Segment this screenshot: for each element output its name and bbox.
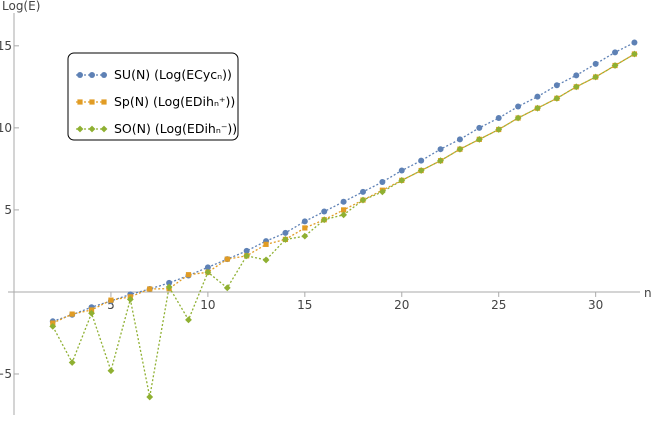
y-tick-label: −5 bbox=[0, 367, 12, 381]
marker bbox=[514, 114, 522, 122]
marker bbox=[631, 39, 638, 46]
marker bbox=[101, 72, 107, 78]
legend-label: Sp(N) (Log(EDihₙ⁺)) bbox=[114, 94, 235, 109]
marker bbox=[77, 72, 83, 78]
marker bbox=[631, 50, 638, 58]
marker bbox=[262, 256, 270, 264]
marker bbox=[147, 286, 153, 292]
marker bbox=[573, 72, 580, 79]
marker bbox=[359, 188, 366, 195]
x-axis-label: n bbox=[644, 286, 652, 300]
marker bbox=[101, 99, 107, 105]
legend: SU(N) (Log(ECycₙ)) Sp(N) (Log(EDihₙ⁺)) SO(… bbox=[67, 52, 239, 141]
marker bbox=[437, 146, 444, 153]
marker bbox=[495, 115, 502, 122]
marker bbox=[185, 316, 192, 324]
y-tick-label: 10 bbox=[0, 121, 12, 135]
x-tick-label: 30 bbox=[588, 298, 603, 312]
marker bbox=[398, 176, 406, 184]
marker bbox=[89, 72, 95, 78]
marker bbox=[495, 126, 503, 133]
marker bbox=[359, 196, 367, 204]
marker bbox=[49, 322, 57, 330]
marker bbox=[302, 225, 308, 231]
marker bbox=[553, 82, 560, 89]
marker bbox=[68, 359, 76, 366]
marker bbox=[572, 83, 580, 91]
marker bbox=[69, 311, 75, 317]
marker bbox=[612, 49, 619, 56]
x-tick-label: 10 bbox=[200, 298, 215, 312]
marker bbox=[126, 295, 134, 303]
marker bbox=[100, 125, 108, 133]
legend-label: SU(N) (Log(ECycₙ)) bbox=[114, 67, 232, 82]
marker bbox=[340, 211, 348, 219]
marker bbox=[89, 99, 95, 105]
marker bbox=[417, 167, 425, 174]
y-tick-label: 15 bbox=[0, 39, 12, 53]
x-tick-label: 15 bbox=[297, 298, 312, 312]
marker bbox=[515, 103, 522, 110]
marker bbox=[475, 135, 483, 143]
x-tick-label: 25 bbox=[491, 298, 506, 312]
marker bbox=[379, 179, 386, 186]
marker bbox=[321, 208, 328, 215]
marker bbox=[340, 198, 347, 205]
marker bbox=[204, 264, 211, 271]
marker bbox=[223, 284, 231, 292]
marker bbox=[263, 241, 269, 247]
marker bbox=[592, 73, 600, 81]
marker bbox=[243, 247, 250, 254]
marker bbox=[301, 218, 308, 225]
legend-label: SO(N) (Log(EDihₙ⁻)) bbox=[114, 121, 237, 136]
legend-box bbox=[67, 52, 239, 141]
marker bbox=[146, 393, 154, 401]
marker bbox=[553, 94, 561, 102]
marker bbox=[320, 216, 328, 224]
y-axis-label: Log(E) bbox=[2, 0, 40, 13]
marker bbox=[341, 207, 347, 213]
marker bbox=[456, 136, 463, 143]
marker bbox=[398, 167, 405, 174]
marker bbox=[301, 232, 309, 240]
marker bbox=[88, 125, 96, 133]
marker bbox=[185, 272, 192, 278]
y-tick-label: 5 bbox=[4, 203, 12, 217]
x-tick-label: 20 bbox=[394, 298, 409, 312]
marker bbox=[108, 297, 114, 303]
marker bbox=[456, 145, 464, 153]
marker bbox=[611, 62, 619, 69]
marker bbox=[282, 229, 289, 236]
marker bbox=[165, 283, 173, 291]
marker bbox=[282, 236, 289, 243]
marker bbox=[243, 252, 251, 260]
marker bbox=[437, 157, 444, 165]
marker bbox=[224, 256, 230, 262]
marker bbox=[534, 93, 541, 100]
marker bbox=[476, 124, 483, 131]
marker bbox=[88, 309, 95, 317]
marker bbox=[418, 157, 425, 164]
marker bbox=[592, 60, 599, 67]
marker bbox=[378, 188, 386, 196]
marker bbox=[107, 367, 115, 375]
x-tick-label: 5 bbox=[107, 298, 115, 312]
marker bbox=[534, 104, 541, 112]
marker bbox=[76, 125, 84, 133]
marker bbox=[204, 268, 212, 276]
marker bbox=[166, 279, 173, 286]
marker bbox=[77, 99, 83, 105]
